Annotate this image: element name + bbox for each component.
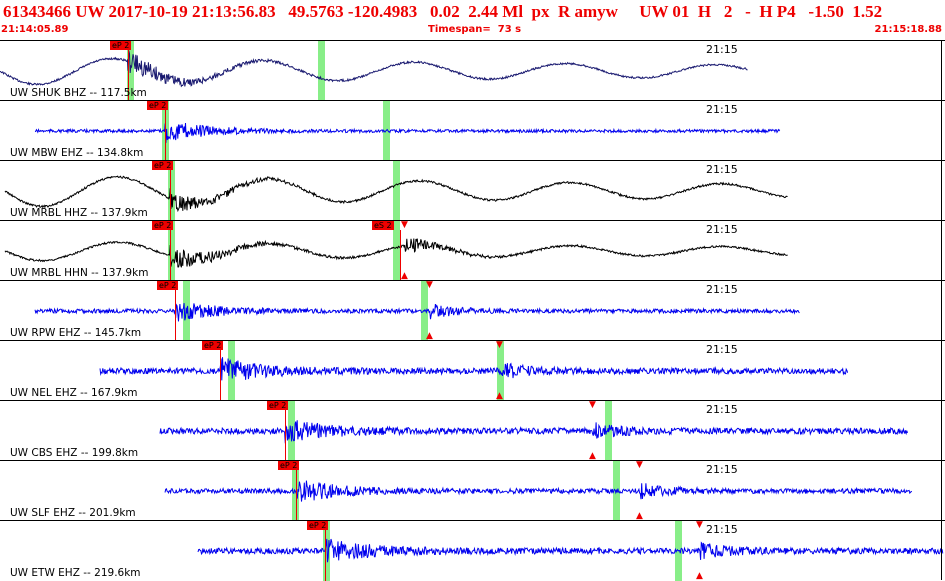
theoretical-s-arrow-icon: ▼ [426,280,433,290]
station-panel[interactable]: eP 2 ▼ ▲ 21:15 UW RPW EHZ -- 145.7km [0,280,945,341]
waveform-trace [99,357,849,381]
station-panel[interactable]: eP 2 ▼ ▲ 21:15 UW SLF EHZ -- 201.9km [0,460,945,521]
station-panel[interactable]: eP 2 ▼ ▲ 21:15 UW CBS EHZ -- 199.8km [0,400,945,461]
waveform-trace [159,420,909,444]
p-pick-label[interactable]: eP 2 [152,161,174,170]
p-pick-line[interactable] [175,290,176,341]
station-label: UW ETW EHZ -- 219.6km [10,567,141,579]
theoretical-s-arrow-icon: ▲ [426,331,433,341]
p-pick-line[interactable] [170,230,171,281]
station-label: UW RPW EHZ -- 145.7km [10,327,142,339]
end-time: 21:15:18.88 [874,24,942,35]
s-pick-label[interactable]: eS 2 [372,221,394,230]
p-pick-line[interactable] [325,530,326,581]
time-tick-label: 21:15 [706,283,738,296]
p-window-marker[interactable] [288,401,295,461]
s-window-marker[interactable] [393,161,400,221]
station-label: UW MBW EHZ -- 134.8km [10,147,144,159]
p-pick-line[interactable] [165,110,166,161]
p-pick-line[interactable] [285,410,286,461]
p-pick-label[interactable]: eP 2 [157,281,179,290]
station-panel[interactable]: eP 2 21:15 UW MRBL HHZ -- 137.9km [0,160,945,221]
p-pick-label[interactable]: eP 2 [267,401,289,410]
theoretical-s-arrow-icon: ▲ [589,451,596,461]
time-tick-label: 21:15 [706,343,738,356]
event-title: 61343466 UW 2017-10-19 21:13:56.83 49.57… [3,2,883,21]
p-pick-line[interactable] [128,50,129,101]
waveform-trace [34,122,781,143]
theoretical-s-arrow-icon: ▼ [636,460,643,470]
p-window-marker[interactable] [168,161,175,221]
station-label: UW NEL EHZ -- 167.9km [10,387,138,399]
waveform-trace [197,538,944,563]
s-window-marker[interactable] [318,41,325,101]
theoretical-s-arrow-icon: ▲ [636,511,643,521]
theoretical-s-arrow-icon: ▲ [401,271,408,281]
s-window-marker[interactable] [393,221,400,281]
p-pick-label[interactable]: eP 2 [152,221,174,230]
station-panel[interactable]: eP 2 21:15 UW MBW EHZ -- 134.8km [0,100,945,161]
trace-line [34,303,800,322]
p-pick-label[interactable]: eP 2 [278,461,300,470]
time-tick-label: 21:15 [706,103,738,116]
trace-line [4,238,788,268]
p-window-marker[interactable] [168,221,175,281]
station-label: UW MRBL HHZ -- 137.9km [10,207,148,219]
p-pick-line[interactable] [296,470,297,521]
station-label: UW CBS EHZ -- 199.8km [10,447,139,459]
trace-line [4,175,788,213]
station-label: UW SLF EHZ -- 201.9km [10,507,136,519]
trace-line [99,357,849,381]
waveform-trace [34,303,800,322]
station-panel[interactable]: eP 2 eS 2 ▼ ▲ 21:15 UW MRBL HHN -- 137.9km [0,220,945,281]
time-tick-label: 21:15 [706,523,738,536]
theoretical-s-arrow-icon: ▼ [496,340,503,350]
right-border [941,40,942,580]
p-pick-line[interactable] [170,170,171,221]
waveform-trace [4,175,788,213]
waveform-trace [4,238,788,268]
station-label: UW MRBL HHN -- 137.9km [10,267,149,279]
timespan-label: Timespan= 73 s [428,24,522,35]
s-pick-line[interactable] [400,230,401,281]
station-panel[interactable]: eP 2 ▼ ▲ 21:15 UW NEL EHZ -- 167.9km [0,340,945,401]
p-pick-label[interactable]: eP 2 [202,341,224,350]
station-panel[interactable]: eP 2 ▼ ▲ 21:15 UW ETW EHZ -- 219.6km [0,520,945,581]
time-tick-label: 21:15 [706,223,738,236]
trace-line [164,480,913,502]
p-pick-label[interactable]: eP 2 [307,521,329,530]
theoretical-s-arrow-icon: ▲ [696,571,703,581]
trace-line [159,420,909,444]
theoretical-s-arrow-icon: ▼ [696,520,703,530]
time-tick-label: 21:15 [706,403,738,416]
time-tick-label: 21:15 [706,163,738,176]
p-pick-label[interactable]: eP 2 [147,101,169,110]
p-pick-label[interactable]: eP 2 [110,41,132,50]
theoretical-s-arrow-icon: ▲ [496,391,503,401]
p-window-marker[interactable] [323,521,330,581]
station-label: UW SHUK BHZ -- 117.5km [10,87,147,99]
theoretical-s-arrow-icon: ▼ [401,220,408,230]
time-tick-label: 21:15 [706,43,738,56]
seismogram-panels: eP 2 21:15 UW SHUK BHZ -- 117.5km eP 2 21:15… [0,40,945,581]
theoretical-s-arrow-icon: ▼ [589,400,596,410]
header-bar: 61343466 UW 2017-10-19 21:13:56.83 49.57… [0,0,945,40]
start-time: 21:14:05.89 [1,24,69,35]
station-panel[interactable]: eP 2 21:15 UW SHUK BHZ -- 117.5km [0,40,945,101]
trace-line [0,50,748,88]
waveform-trace [164,480,913,502]
time-tick-label: 21:15 [706,463,738,476]
trace-line [34,122,781,143]
waveform-trace [0,50,748,88]
p-pick-line[interactable] [220,350,221,401]
trace-line [197,538,944,563]
